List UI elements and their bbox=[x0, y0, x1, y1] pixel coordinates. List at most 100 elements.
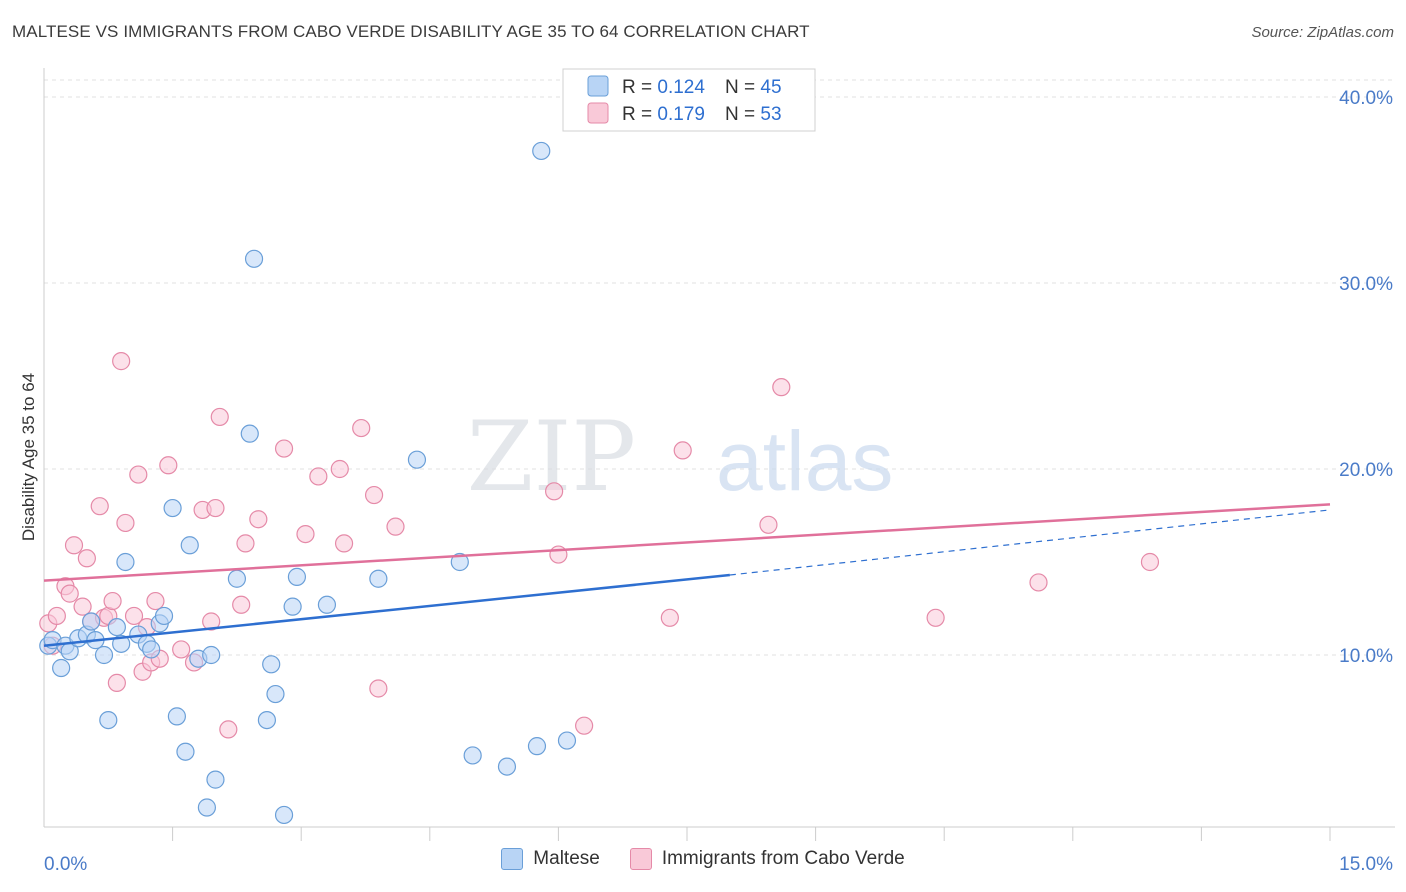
cabo-verde-point bbox=[124, 606, 144, 626]
cabo-verde-point bbox=[60, 584, 79, 603]
maltese-point bbox=[287, 567, 307, 586]
y-tick-label: 30.0% bbox=[1339, 274, 1393, 295]
cabo-verde-point bbox=[296, 524, 315, 544]
legend-item-maltese[interactable]: Maltese bbox=[501, 848, 600, 870]
maltese-point bbox=[257, 710, 277, 730]
maltese-point bbox=[317, 595, 337, 614]
cabo-verde-point bbox=[330, 459, 349, 479]
cabo-verde-point bbox=[772, 378, 791, 397]
cabo-verde-point bbox=[1140, 552, 1160, 572]
legend-r-value: 0.124 bbox=[657, 77, 705, 98]
maltese-point bbox=[283, 597, 302, 616]
maltese-point bbox=[244, 249, 264, 268]
cabo-verde-point bbox=[172, 640, 191, 659]
y-axis-label: Disability Age 35 to 64 bbox=[19, 373, 38, 541]
bottom-legend: Maltese Immigrants from Cabo Verde bbox=[0, 848, 1406, 870]
watermark-atlas: atlas bbox=[716, 414, 893, 508]
maltese-point bbox=[369, 569, 388, 588]
maltese-point bbox=[116, 552, 135, 572]
cabo-verde-point bbox=[219, 720, 238, 739]
maltese-point bbox=[176, 742, 195, 761]
svg-text:N = 45: N = 45 bbox=[725, 77, 782, 98]
legend-n-value: 53 bbox=[760, 104, 781, 125]
cabo-verde-point bbox=[129, 465, 148, 484]
cabo-verde-point bbox=[90, 497, 109, 516]
cabo-verde-point bbox=[352, 418, 371, 438]
cabo-verde-point bbox=[112, 352, 131, 371]
maltese-point bbox=[497, 757, 517, 776]
maltese-point bbox=[266, 684, 285, 704]
cabo-verde-point bbox=[926, 608, 945, 627]
cabo-verde-point bbox=[364, 485, 384, 505]
cabo-verde-point bbox=[159, 456, 178, 475]
legend-swatch-blue bbox=[587, 75, 609, 97]
maltese-point bbox=[142, 640, 161, 659]
cabo-verde-point bbox=[1029, 573, 1048, 592]
cabo-verde-point bbox=[274, 439, 294, 458]
maltese-point bbox=[240, 424, 259, 443]
maltese-trend-line bbox=[43, 573, 730, 647]
maltese-point bbox=[450, 552, 469, 572]
source-label: Source: ZipAtlas.com bbox=[1251, 24, 1394, 41]
maltese-point bbox=[82, 612, 101, 631]
maltese-points bbox=[39, 141, 577, 825]
cabo-verde-point bbox=[64, 536, 84, 555]
chart-title: MALTESE VS IMMIGRANTS FROM CABO VERDE DI… bbox=[12, 22, 810, 41]
maltese-point bbox=[262, 655, 281, 674]
cabo-verde-point bbox=[660, 608, 679, 627]
cabo-verde-point bbox=[334, 534, 354, 553]
x-tick-label: 0.0% bbox=[44, 854, 87, 875]
cabo-verde-points bbox=[39, 352, 1160, 739]
y-tick-label: 20.0% bbox=[1339, 460, 1393, 481]
legend-r-label: R = bbox=[622, 77, 657, 98]
maltese-point bbox=[407, 450, 427, 469]
cabo-verde-point bbox=[73, 597, 92, 616]
cabo-verde-point bbox=[369, 679, 388, 698]
maltese-point bbox=[154, 606, 174, 626]
maltese-point bbox=[557, 731, 577, 750]
maltese-point bbox=[180, 536, 199, 555]
cabo-verde-point bbox=[249, 510, 268, 529]
maltese-point bbox=[52, 658, 71, 678]
cabo-verde-point bbox=[146, 591, 165, 611]
legend-label-cabo-verde: Immigrants from Cabo Verde bbox=[661, 848, 905, 869]
maltese-point bbox=[206, 770, 225, 789]
cabo-verde-point bbox=[236, 534, 255, 553]
cabo-verde-point bbox=[309, 467, 328, 486]
y-tick-label: 10.0% bbox=[1339, 646, 1393, 667]
maltese-point bbox=[163, 498, 182, 518]
maltese-point bbox=[527, 737, 547, 756]
maltese-point bbox=[463, 746, 482, 765]
legend-box: R = 0.124 N = 45 R = 0.179 N = 53 bbox=[562, 68, 816, 132]
maltese-point bbox=[94, 645, 114, 665]
legend-n-label: N = bbox=[725, 77, 760, 98]
maltese-point bbox=[107, 617, 126, 637]
svg-text:R = 0.179: R = 0.179 bbox=[622, 104, 705, 125]
maltese-trend-extension bbox=[729, 509, 1331, 576]
legend-swatch-pink bbox=[587, 102, 609, 124]
legend-item-cabo-verde[interactable]: Immigrants from Cabo Verde bbox=[629, 848, 905, 870]
maltese-point bbox=[532, 141, 551, 161]
axes bbox=[43, 68, 1395, 841]
cabo-verde-point bbox=[107, 673, 126, 693]
cabo-verde-point bbox=[386, 517, 405, 536]
legend-swatch-cabo-verde bbox=[629, 848, 652, 870]
trend-lines bbox=[43, 503, 1331, 647]
maltese-point bbox=[274, 805, 294, 825]
cabo-verde-point bbox=[232, 595, 251, 614]
maltese-point bbox=[227, 569, 246, 588]
cabo-verde-point bbox=[545, 482, 564, 501]
cabo-verde-point bbox=[575, 716, 594, 735]
legend-n-label: N = bbox=[725, 104, 760, 125]
x-tick-label: 15.0% bbox=[1339, 854, 1393, 875]
legend-n-value: 45 bbox=[760, 77, 781, 98]
legend-r-value: 0.179 bbox=[657, 104, 705, 125]
maltese-point bbox=[202, 645, 221, 665]
cabo-verde-point bbox=[47, 606, 66, 626]
legend-r-label: R = bbox=[622, 104, 657, 125]
legend-label-maltese: Maltese bbox=[533, 848, 600, 869]
cabo-verde-point bbox=[206, 498, 225, 518]
cabo-verde-trend-line bbox=[43, 503, 1331, 582]
cabo-verde-point bbox=[210, 407, 229, 427]
cabo-verde-point bbox=[77, 549, 96, 568]
